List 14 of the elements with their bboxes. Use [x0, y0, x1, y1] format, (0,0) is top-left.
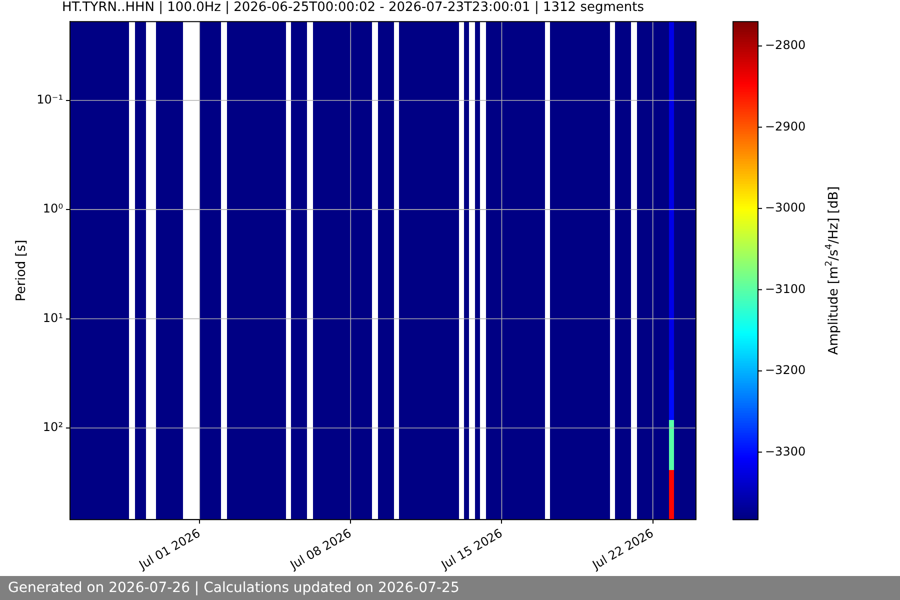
color-bar-title: Amplitude [m2/s4/Hz] [dB]	[824, 186, 842, 355]
caption-strip: Generated on 2026-07-26 | Calculations updated on 2026-07-25	[0, 576, 900, 600]
color-bar-label: −3300	[765, 444, 806, 458]
y-tick-label: 10⁻¹	[36, 92, 64, 106]
color-bar-label: −3100	[765, 282, 806, 296]
color-bar-label: −3000	[765, 200, 806, 215]
y-tick-label: 10²	[42, 420, 64, 434]
y-tick-label: 10¹	[42, 310, 64, 325]
color-bar-label: −2800	[765, 38, 806, 52]
chart-title: HT.TYRN..HHN | 100.0Hz | 2026-06-25T00:00:02 - 2026-07-23T23:00:01 | 1312 segments	[62, 0, 644, 16]
color-bar-label: −3200	[765, 363, 806, 378]
color-bar-label: −2900	[765, 119, 806, 134]
y-axis-title: Period [s]	[14, 240, 30, 302]
y-tick-label: 10⁰	[42, 202, 64, 216]
